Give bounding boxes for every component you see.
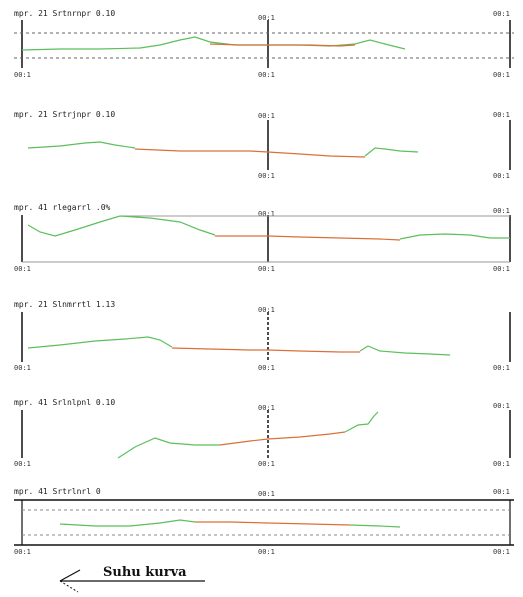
panel-2-top-mid-tick: 00:1 [258,112,275,120]
panel-1-bottom-mid-tick: 00:1 [258,71,275,79]
panel-5-top-mid-tick: 00:1 [258,404,275,412]
panel-1-top-right-tick: 00:1 [493,10,510,18]
panel-6-label: mpr. 41 Srtrlnrl 0 [14,487,101,496]
panel-5-bottom-right-tick: 00:1 [493,460,510,468]
panel-2-green-curve-right [364,147,419,157]
panel-3-bottom-right-tick: 00:1 [493,265,510,273]
panel-4-orange-curve [171,347,360,353]
panel-1-label: mpr. 21 Srtnrnpr 0.10 [14,9,115,18]
panel-4-bottom-left-tick: 00:1 [14,364,31,372]
panel-6: mpr. 41 Srtrlnrl 0 00:1 00:1 00:1 00:1 0… [14,487,514,556]
caption-text: Suhu kurva [103,565,187,580]
panel-5-bottom-left-tick: 00:1 [14,460,31,468]
panel-4-label: mpr. 21 Slnmrrtl 1.13 [14,300,115,309]
panel-1-bottom-left-tick: 00:1 [14,71,31,79]
caption-group: Suhu kurva [59,565,205,593]
panel-1-orange-curve [209,43,356,47]
panel-1: mpr. 21 Srtnrnpr 0.10 00:1 00:1 00:1 00:… [14,9,514,79]
panel-3-orange-curve [215,235,401,241]
panel-6-top-right-tick: 00:1 [493,488,510,496]
panel-3-bottom-left-tick: 00:1 [14,265,31,273]
panel-4: mpr. 21 Slnmrrtl 1.13 00:1 00:1 00:1 00:… [14,300,511,372]
panel-2-orange-curve [134,148,366,158]
panel-3-top-right-tick: 00:1 [493,207,510,215]
panel-4-bottom-right-tick: 00:1 [493,364,510,372]
panel-1-green-curve [21,36,406,51]
panel-5-green-curve-right [344,411,379,433]
panel-6-bottom-right-tick: 00:1 [493,548,510,556]
panel-6-top-mid-tick: 00:1 [258,490,275,498]
panel-3-green-curve-left [27,215,216,237]
panel-3-bottom-mid-tick: 00:1 [258,265,275,273]
panel-3-label: mpr. 41 rlegarrl .0% [14,203,111,212]
panel-2-green-curve-left [27,141,136,149]
panel-5-green-curve-left [117,437,220,459]
panel-5-top-right-tick: 00:1 [493,402,510,410]
panel-2-label: mpr. 21 Srtrjnpr 0.10 [14,110,115,119]
panel-4-top-mid-tick: 00:1 [258,306,275,314]
panel-6-bottom-mid-tick: 00:1 [258,548,275,556]
panel-1-top-mid-tick: 00:1 [258,14,275,22]
panel-3-top-mid-tick: 00:1 [258,210,275,218]
panel-3: mpr. 41 rlegarrl .0% 00:1 00:1 00:1 00:1… [14,203,511,273]
panel-2: mpr. 21 Srtrjnpr 0.10 00:1 00:1 00:1 00:… [14,110,511,180]
panel-3-green-curve-right [399,233,510,240]
panel-2-bottom-right-tick: 00:1 [493,172,510,180]
panel-2-top-right-tick: 00:1 [493,111,510,119]
panel-6-orange-curve [195,521,351,526]
panel-1-bottom-right-tick: 00:1 [493,71,510,79]
panel-4-bottom-mid-tick: 00:1 [258,364,275,372]
panel-4-green-curve-right [359,345,451,356]
panel-6-green-curve-left [59,519,196,527]
caption-arrow-head-upper [59,569,81,582]
panel-2-bottom-mid-tick: 00:1 [258,172,275,180]
panel-4-green-curve-left [27,336,173,349]
panel-5-orange-curve [219,431,346,446]
panel-5-bottom-mid-tick: 00:1 [258,460,275,468]
panel-5-label: mpr. 41 Srlnlpnl 0.10 [14,398,115,407]
caption-arrow-head-lower [59,580,79,593]
panel-5: mpr. 41 Srlnlpnl 0.10 00:1 00:1 00:1 00:… [14,398,511,468]
panel-6-bottom-left-tick: 00:1 [14,548,31,556]
panel-6-green-curve-right [349,524,401,528]
